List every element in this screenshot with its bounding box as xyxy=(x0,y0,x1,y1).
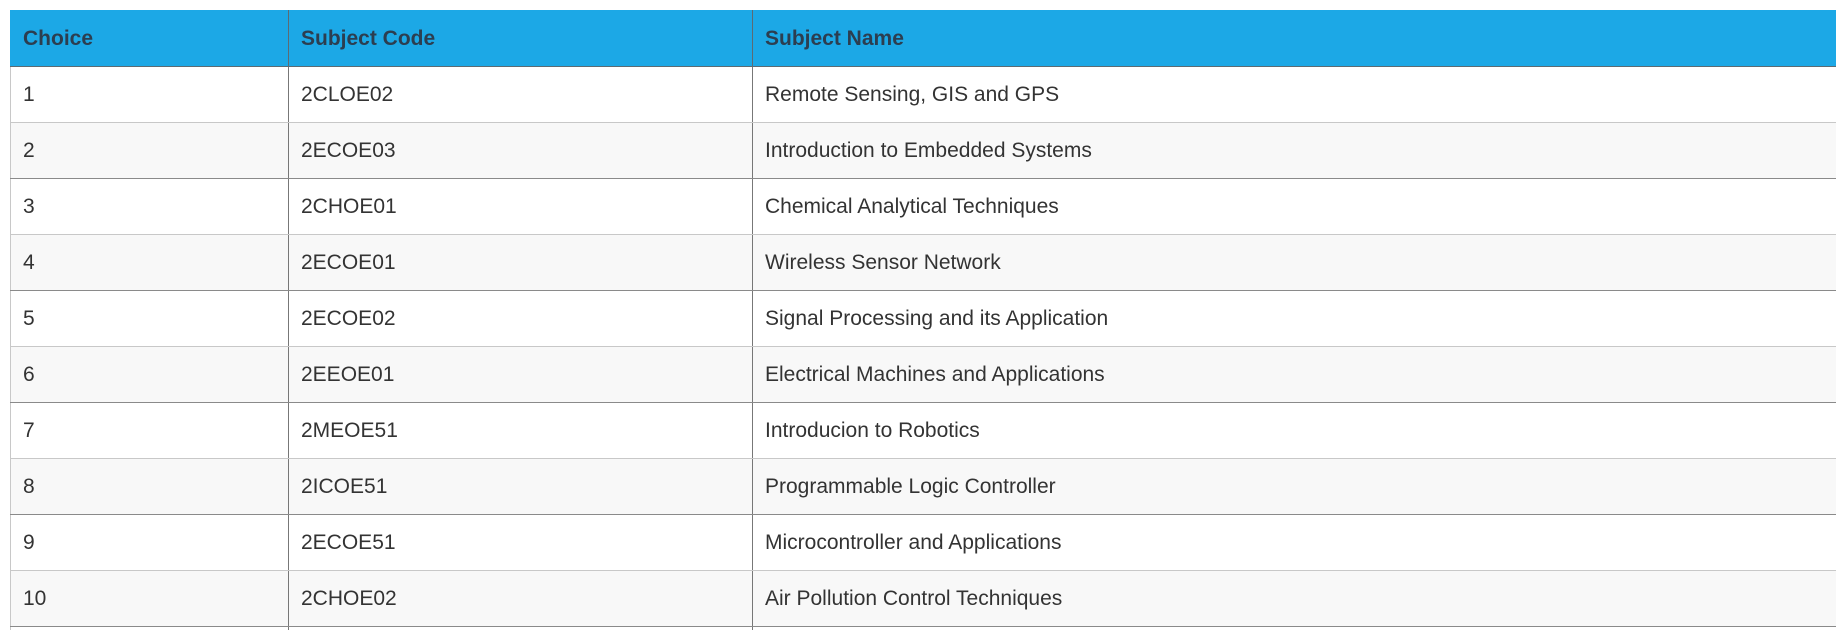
header-subject-name: Subject Name xyxy=(752,10,1836,67)
table-row: 5 2ECOE02 Signal Processing and its Applic… xyxy=(10,290,1836,347)
table-header: Choice Subject Code Subject Name xyxy=(10,10,1836,67)
cell-choice: 4 xyxy=(10,234,289,291)
table-row: 10 2CHOE02 Air Pollution Control Technique… xyxy=(10,570,1836,627)
cell-subject-name: Introduction to Embedded Systems xyxy=(752,122,1836,179)
cell-subject-name: Electrical Machines and Applications xyxy=(752,346,1836,403)
cell-choice: 5 xyxy=(10,290,289,347)
header-subject-code: Subject Code xyxy=(288,10,753,67)
cell-subject-name: Chemical Analytical Techniques xyxy=(752,178,1836,235)
cell-subject-code: 2ECOE01 xyxy=(288,234,753,291)
header-row: Choice Subject Code Subject Name xyxy=(10,10,1836,67)
cell-choice: 2 xyxy=(10,122,289,179)
table-row: 8 2ICOE51 Programmable Logic Controller xyxy=(10,458,1836,515)
cell-subject-name: Introducion to Robotics xyxy=(752,402,1836,459)
cell-subject-name: Wireless Sensor Network xyxy=(752,234,1836,291)
table-row: 4 2ECOE01 Wireless Sensor Network xyxy=(10,234,1836,291)
cell-subject-name: Signal Processing and its Application xyxy=(752,290,1836,347)
table-row: 2 2ECOE03 Introduction to Embedded Systems xyxy=(10,122,1836,179)
cell-choice: 10 xyxy=(10,570,289,627)
table-row: 1 2CLOE02 Remote Sensing, GIS and GPS xyxy=(10,66,1836,123)
cell-subject-code: 2EEOE01 xyxy=(288,346,753,403)
cell-subject-code: 2CLOE02 xyxy=(288,66,753,123)
cell-subject-code: 2CHOE01 xyxy=(288,178,753,235)
cell-subject-code: 2ICOE51 xyxy=(288,458,753,515)
table-row: 3 2CHOE01 Chemical Analytical Techniques xyxy=(10,178,1836,235)
cell-subject-name: Microcontroller and Applications xyxy=(752,514,1836,571)
table-row: 6 2EEOE01 Electrical Machines and Applicat… xyxy=(10,346,1836,403)
table-body: 1 2CLOE02 Remote Sensing, GIS and GPS 2 2ECO… xyxy=(10,66,1836,630)
cell-subject-code: 2CHOE02 xyxy=(288,570,753,627)
cell-choice: 8 xyxy=(10,458,289,515)
subject-choice-table: Choice Subject Code Subject Name 1 2CLOE0… xyxy=(10,10,1836,630)
header-choice: Choice xyxy=(10,10,289,67)
cell-choice: 3 xyxy=(10,178,289,235)
cell-subject-name xyxy=(752,626,1836,630)
cell-choice: 9 xyxy=(10,514,289,571)
subject-table-container: Choice Subject Code Subject Name 1 2CLOE0… xyxy=(10,10,1836,630)
cell-subject-code xyxy=(288,626,753,630)
cell-subject-name: Remote Sensing, GIS and GPS xyxy=(752,66,1836,123)
cell-choice xyxy=(10,626,289,630)
cell-subject-name: Programmable Logic Controller xyxy=(752,458,1836,515)
cell-choice: 7 xyxy=(10,402,289,459)
cell-choice: 6 xyxy=(10,346,289,403)
table-row xyxy=(10,626,1836,630)
cell-subject-code: 2ECOE03 xyxy=(288,122,753,179)
table-row: 7 2MEOE51 Introducion to Robotics xyxy=(10,402,1836,459)
cell-subject-code: 2ECOE02 xyxy=(288,290,753,347)
cell-subject-code: 2ECOE51 xyxy=(288,514,753,571)
cell-subject-name: Air Pollution Control Techniques xyxy=(752,570,1836,627)
cell-choice: 1 xyxy=(10,66,289,123)
table-row: 9 2ECOE51 Microcontroller and Applications xyxy=(10,514,1836,571)
cell-subject-code: 2MEOE51 xyxy=(288,402,753,459)
